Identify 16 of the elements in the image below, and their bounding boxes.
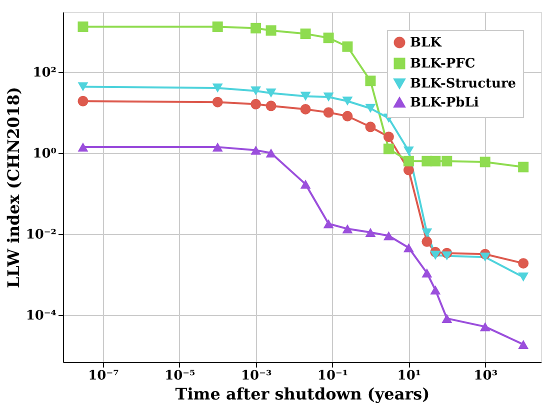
y-tick-label: 10⁻⁴ bbox=[26, 308, 57, 324]
x-tick-label: 10¹ bbox=[397, 368, 422, 384]
x-axis-title: Time after shutdown (years) bbox=[175, 384, 430, 404]
y-tick-label: 10⁰ bbox=[32, 146, 57, 162]
y-tick-label: 10² bbox=[32, 65, 56, 80]
y-axis-title: LLW index (CHN2018) bbox=[4, 86, 23, 288]
x-tick-label: 10⁻⁷ bbox=[88, 368, 120, 384]
x-tick-label: 10⁻¹ bbox=[317, 368, 348, 384]
legend-label: BLK-PFC bbox=[410, 56, 476, 72]
x-tick-label: 10⁻³ bbox=[240, 368, 272, 384]
legend-label: BLK bbox=[410, 36, 442, 50]
x-tick-label: 10⁻⁵ bbox=[164, 368, 196, 384]
y-tick-label: 10⁻² bbox=[26, 228, 56, 243]
x-tick-label: 10³ bbox=[474, 368, 498, 384]
legend-label: BLK-PbLi bbox=[410, 96, 479, 110]
legend-label: BLK-Structure bbox=[410, 76, 516, 92]
